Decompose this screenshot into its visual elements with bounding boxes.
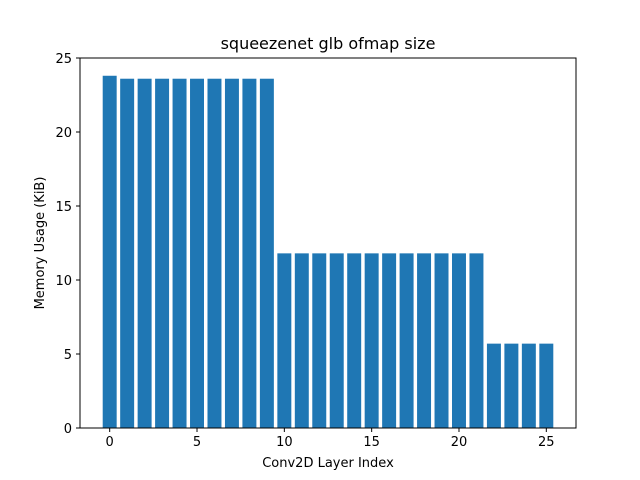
bar-layer-7 <box>224 78 239 428</box>
bar-layer-5 <box>190 78 204 428</box>
x-tick-label: 10 <box>276 435 293 450</box>
y-tick-label: 10 <box>55 274 72 289</box>
y-tick-label: 5 <box>64 348 72 363</box>
bar-layer-13 <box>329 253 344 428</box>
bar-layer-16 <box>382 253 397 428</box>
bar-layer-25 <box>539 343 554 428</box>
bar-layer-11 <box>294 253 309 428</box>
bar-layer-1 <box>120 78 135 428</box>
y-tick-label: 0 <box>64 422 72 437</box>
y-tick-label: 15 <box>55 200 72 215</box>
y-axis-label: Memory Usage (KiB) <box>33 177 48 310</box>
bar-layer-6 <box>207 78 222 428</box>
x-tick-label: 15 <box>363 435 380 450</box>
bar-layer-8 <box>242 78 257 428</box>
bar-layer-23 <box>504 343 519 428</box>
y-tick-label: 25 <box>55 52 72 67</box>
plot-frame <box>79 57 577 429</box>
bar-layer-4 <box>172 78 187 428</box>
bar-layer-20 <box>452 253 466 428</box>
bar-layer-14 <box>347 253 362 428</box>
bar-layer-10 <box>277 253 292 428</box>
bar-layer-21 <box>469 253 484 428</box>
bar-layer-18 <box>417 253 432 428</box>
y-tick-label: 20 <box>55 126 72 141</box>
x-tick-label: 25 <box>538 435 555 450</box>
x-tick-label: 0 <box>106 435 114 450</box>
y-axis-ticks: 0 5 10 15 20 25 <box>55 52 80 437</box>
bar-layer-15 <box>364 253 379 428</box>
x-axis-label: Conv2D Layer Index <box>262 456 394 471</box>
x-tick-label: 5 <box>193 435 201 450</box>
bar-layer-24 <box>521 343 536 428</box>
bar-layer-17 <box>399 253 414 428</box>
x-tick-label: 20 <box>451 435 468 450</box>
bar-layer-9 <box>259 78 274 428</box>
chart-title: squeezenet glb ofmap size <box>221 34 436 53</box>
bar-layer-3 <box>155 78 170 428</box>
bar-layer-12 <box>312 253 327 428</box>
bar-layer-0 <box>102 75 117 428</box>
bar-layer-2 <box>137 78 152 428</box>
bar-layer-19 <box>434 253 449 428</box>
x-axis-ticks: 0 5 10 15 20 25 <box>106 428 555 450</box>
bar-layer-22 <box>486 343 501 428</box>
bars-group <box>102 75 554 428</box>
